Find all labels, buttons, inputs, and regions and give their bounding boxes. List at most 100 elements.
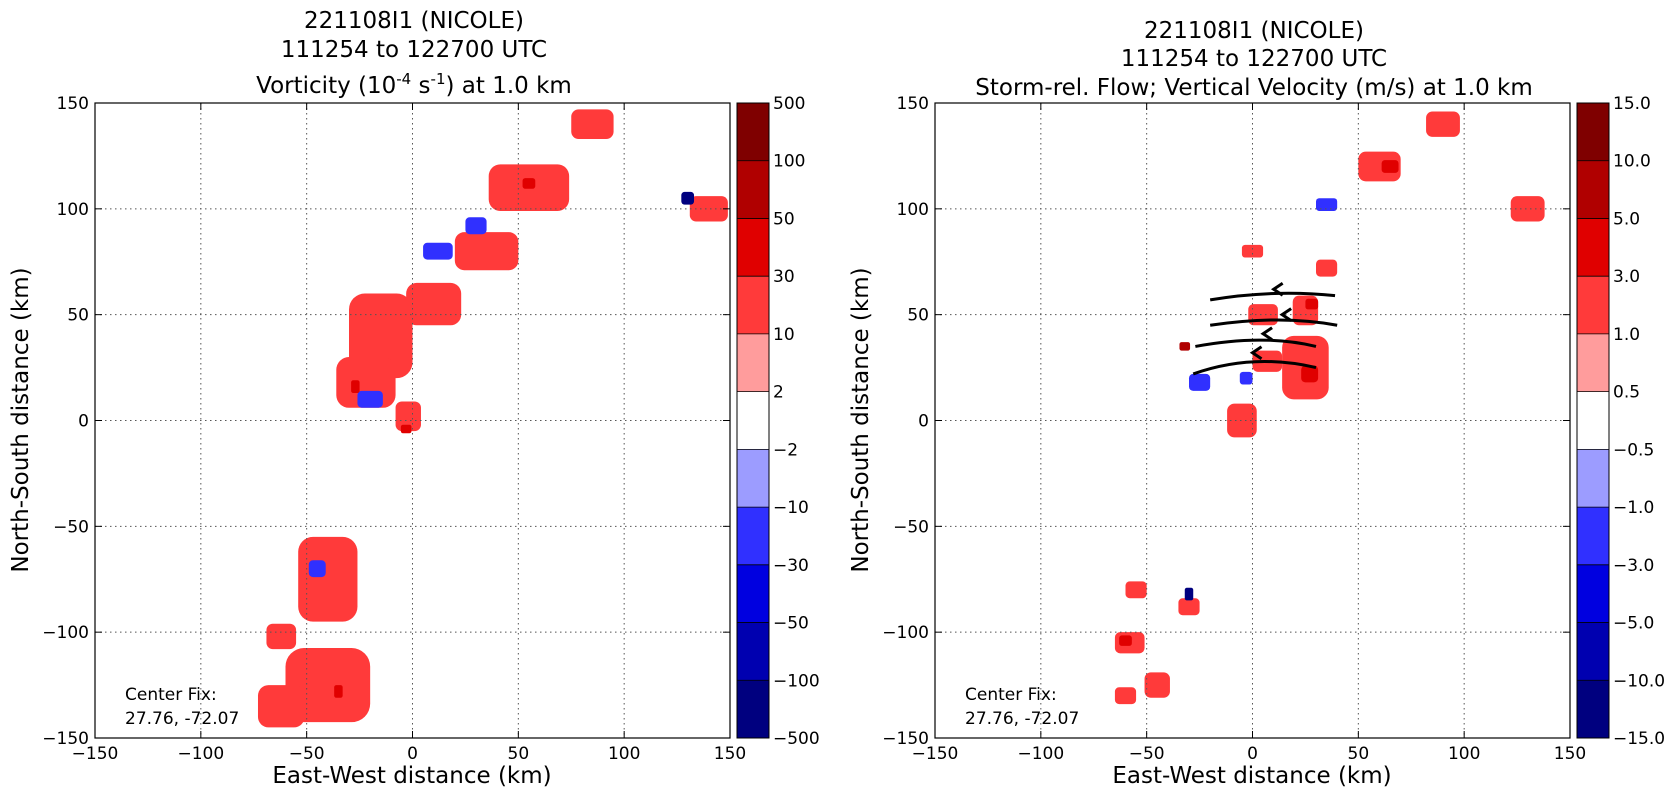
- colorbar-segment: [737, 449, 769, 508]
- field-patch: [1144, 672, 1170, 698]
- field-patch: [1241, 244, 1264, 258]
- field-patch: [1227, 403, 1257, 438]
- colorbar-segment: [1577, 333, 1609, 392]
- colorbar-segment: [1577, 449, 1609, 508]
- center-fix-value: 27.76, -72.07: [965, 709, 1079, 729]
- x-tick-label: 50: [1348, 744, 1370, 764]
- y-tick-label: 100: [897, 200, 929, 220]
- x-tick-label: 150: [714, 744, 746, 764]
- streamline: [1192, 359, 1317, 376]
- field-patch: [1426, 111, 1460, 137]
- field-patch: [454, 232, 519, 271]
- x-tick-label: −100: [1017, 744, 1064, 764]
- colorbar-tick-label: 50: [773, 209, 795, 229]
- grid-lines: [95, 103, 730, 738]
- colorbar-tick-label: −5.0: [1613, 614, 1654, 634]
- y-tick-label: 150: [897, 94, 929, 114]
- colorbar: −500 −100 −50 −30 −10 −2 2 10 30 50 100 500: [736, 94, 820, 749]
- colorbar-segment: [737, 507, 769, 565]
- panel-title-line-3: Storm-rel. Flow; Vertical Velocity (m/s)…: [975, 75, 1533, 101]
- field-patch: [1510, 196, 1545, 222]
- field-patch: [266, 623, 297, 650]
- colorbar-tick-label: 10: [773, 325, 795, 345]
- field-patches: [1114, 111, 1545, 705]
- colorbar-tick-label: −3.0: [1613, 556, 1654, 576]
- x-tick-label: 150: [1554, 744, 1586, 764]
- streamline-arrowhead: [1270, 282, 1284, 297]
- colorbar-tick-label: 3.0: [1613, 267, 1640, 287]
- field-patch: [298, 536, 358, 622]
- y-tick-label: −150: [42, 729, 89, 749]
- colorbar-segment: [737, 103, 769, 161]
- field-patch: [689, 196, 728, 222]
- colorbar-segment: [1577, 564, 1609, 623]
- field-patch: [1358, 151, 1401, 182]
- field-patch: [351, 380, 360, 393]
- center-fix-label: Center Fix:: [965, 685, 1057, 705]
- field-patch: [1316, 259, 1338, 277]
- streamline: [1209, 318, 1338, 327]
- colorbar-tick-label: −0.5: [1613, 440, 1654, 460]
- panel-title-line-3: Vorticity (10-4 s-1) at 1.0 km: [256, 70, 572, 99]
- field-patch: [257, 685, 305, 728]
- axis-ticks: −150 −100 −50 0 50 100 150 −150 −100 −50 0 50 100 150: [882, 94, 1586, 764]
- colorbar-tick-label: 1.0: [1613, 325, 1640, 345]
- colorbar-tick-label: 0.5: [1613, 383, 1640, 403]
- field-patch: [681, 191, 695, 205]
- colorbar: −15.0 −10.0 −5.0 −3.0 −1.0 −0.5 0.5 1.0 3.0 5.0 10…: [1576, 94, 1665, 749]
- x-tick-label: 50: [508, 744, 530, 764]
- colorbar-segment: [1577, 391, 1609, 450]
- y-tick-label: 50: [907, 306, 929, 326]
- colorbar-segment: [1577, 276, 1609, 334]
- center-fix-label: Center Fix:: [125, 685, 217, 705]
- vorticity-panel: 221108I1 (NICOLE) 111254 to 122700 UTC V…: [8, 8, 820, 789]
- y-tick-label: −50: [893, 517, 929, 537]
- y-tick-label: 150: [57, 94, 89, 114]
- x-tick-label: −50: [289, 744, 325, 764]
- field-patches: [257, 109, 728, 728]
- colorbar-tick-label: 15.0: [1613, 94, 1651, 114]
- colorbar-tick-label: −1.0: [1613, 498, 1654, 518]
- vertical-velocity-panel: 221108I1 (NICOLE) 111254 to 122700 UTC S…: [848, 18, 1665, 789]
- plot-area: −150 −100 −50 0 50 100 150 −150 −100 −50 0 50 100 150: [882, 94, 1586, 764]
- colorbar-tick-label: −500: [773, 729, 820, 749]
- colorbar-segment: [1577, 622, 1609, 681]
- streamline-arrowhead: [1279, 307, 1292, 322]
- field-patch: [1179, 342, 1191, 351]
- colorbar-tick-label: 30: [773, 267, 795, 287]
- panel-title-line-2: 111254 to 122700 UTC: [281, 37, 547, 63]
- x-tick-label: −50: [1129, 744, 1165, 764]
- colorbar-tick-label: −10: [773, 498, 809, 518]
- axis-ticks: −150 −100 −50 0 50 100 150 −150 −100 −50 0 50 100 150: [42, 94, 746, 764]
- x-tick-label: 100: [1448, 744, 1480, 764]
- field-patch: [334, 685, 343, 698]
- y-tick-label: −50: [53, 517, 89, 537]
- y-tick-label: −100: [42, 623, 89, 643]
- x-tick-label: −150: [72, 744, 119, 764]
- field-patch: [1301, 365, 1319, 383]
- colorbar-segment: [737, 276, 769, 334]
- field-patch: [1184, 587, 1194, 601]
- field-patch: [308, 560, 326, 578]
- field-patch: [571, 109, 614, 139]
- x-tick-label: 0: [407, 744, 418, 764]
- colorbar-segment: [1577, 160, 1609, 219]
- field-patch: [1239, 371, 1253, 385]
- field-patch: [465, 217, 487, 235]
- colorbar-segment: [1577, 103, 1609, 161]
- field-patch: [1189, 373, 1211, 391]
- colorbar-segment: [737, 391, 769, 450]
- colorbar-tick-label: 2: [773, 383, 784, 403]
- streamlines: [1192, 282, 1338, 376]
- colorbar-tick-label: −30: [773, 556, 809, 576]
- y-tick-label: −150: [882, 729, 929, 749]
- streamline: [1195, 338, 1317, 348]
- colorbar-segment: [737, 622, 769, 681]
- field-patch: [400, 424, 412, 434]
- field-patch: [1178, 598, 1200, 616]
- grid-lines: [935, 103, 1570, 738]
- colorbar-tick-label: 500: [773, 94, 805, 114]
- colorbar-segment: [1577, 507, 1609, 565]
- colorbar-segment: [1577, 218, 1609, 277]
- field-patch: [1114, 687, 1137, 705]
